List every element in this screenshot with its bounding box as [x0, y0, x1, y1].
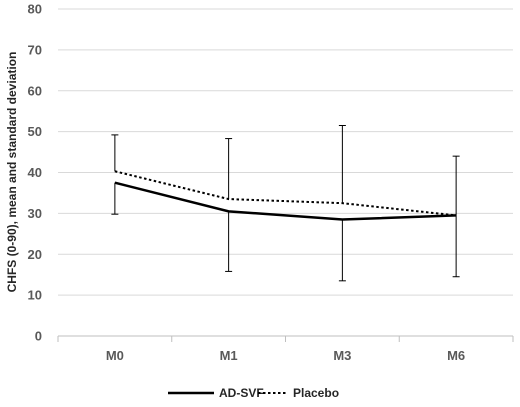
y-axis-label: CHFS (0-90), mean and standard deviation	[5, 52, 19, 293]
y-tick-label: 50	[28, 124, 42, 139]
legend: AD-SVF Placebo	[168, 386, 339, 400]
error-bars	[111, 124, 460, 282]
y-tick-labels: 0 10 20 30 40 50 60 70 80	[28, 2, 42, 344]
legend-label: AD-SVF	[219, 386, 264, 400]
x-tick-label: M3	[333, 348, 351, 363]
x-tick-labels: M0 M1 M3 M6	[57, 336, 514, 363]
x-tick-label: M0	[106, 348, 124, 363]
y-tick-label: 60	[28, 83, 42, 98]
y-tick-label: 30	[28, 206, 42, 221]
y-tick-label: 0	[35, 329, 42, 344]
y-tick-label: 80	[28, 2, 42, 17]
y-tick-label: 70	[28, 42, 42, 57]
series-line-ad-svf	[114, 181, 457, 221]
y-tick-label: 20	[28, 247, 42, 262]
gridlines	[58, 8, 513, 296]
y-tick-label: 40	[28, 165, 42, 180]
series-lines	[114, 170, 457, 221]
series-line-placebo	[114, 170, 457, 217]
x-tick-label: M6	[447, 348, 465, 363]
y-tick-label: 10	[28, 288, 42, 303]
legend-label: Placebo	[293, 386, 339, 400]
x-tick-label: M1	[220, 348, 238, 363]
